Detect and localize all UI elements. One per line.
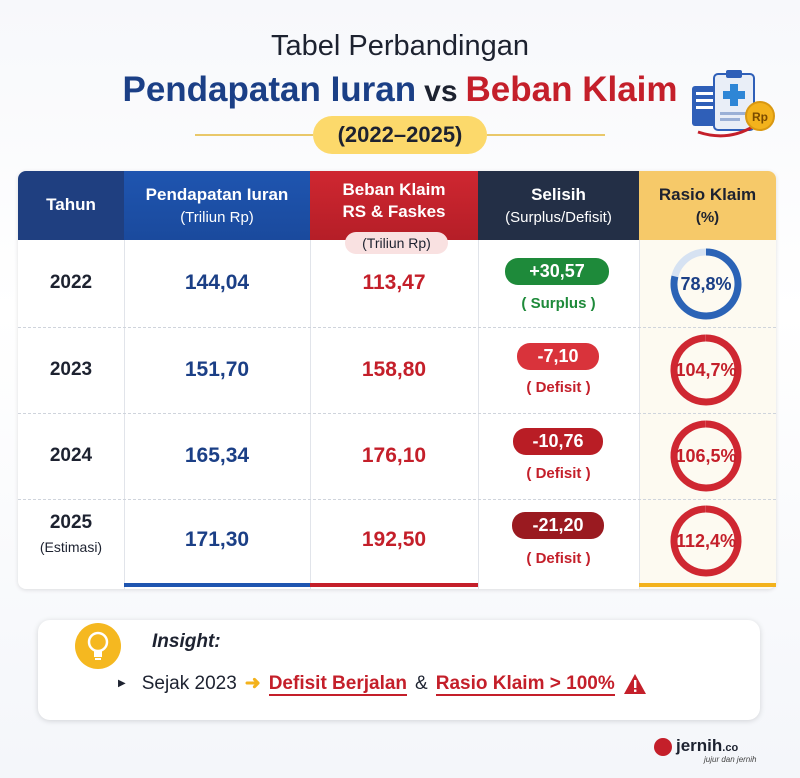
column-divider xyxy=(310,240,311,589)
header-selisih-sub: (Surplus/Defisit) xyxy=(505,209,612,226)
header-year-label: Tahun xyxy=(46,195,96,214)
row-divider xyxy=(18,413,776,415)
brand-tagline: jujur dan jernih xyxy=(704,755,757,764)
rasio-value: 78,8% xyxy=(680,274,732,294)
column-divider xyxy=(639,240,640,589)
rasio-arc xyxy=(670,505,742,577)
year-cell: 2023 xyxy=(49,359,93,380)
title-pendapatan: Pendapatan Iuran xyxy=(122,70,417,109)
logo-mark-icon xyxy=(654,737,672,756)
header-beban-line2: RS & Faskes xyxy=(342,202,446,221)
insight-point-2: Rasio Klaim > 100% xyxy=(435,673,615,696)
years-pill: (2022–2025) xyxy=(313,116,487,154)
insight-line: ▶ Sejak 2023 ➜ Defisit Berjalan & Rasio Klaim… xyxy=(118,672,647,696)
insight-prefix: Sejak 2023 xyxy=(141,673,237,694)
rasio-ring xyxy=(670,420,742,492)
header-pendapatan: Pendapatan Iuran (Triliun Rp) xyxy=(124,171,310,240)
brand-logo: jernih.co xyxy=(654,736,738,756)
insight-amp: & xyxy=(415,673,428,694)
selisih-badge: +30,57 xyxy=(505,258,609,285)
year-cell: 2022 xyxy=(49,272,93,293)
beban-cell: 176,10 xyxy=(361,444,427,467)
header-beban: Beban Klaim RS & Faskes xyxy=(310,171,478,240)
comparison-table: Tahun Pendapatan Iuran (Triliun Rp) Beba… xyxy=(18,171,776,589)
lightbulb-icon xyxy=(75,623,121,669)
row-divider xyxy=(18,499,776,501)
brand-name: jernih xyxy=(676,736,723,755)
pendapatan-underline xyxy=(124,583,310,587)
selisih-label: ( Defisit ) xyxy=(526,465,591,482)
column-divider xyxy=(478,240,479,589)
rasio-value: 112,4% xyxy=(675,531,737,551)
header-rasio-label: Rasio Klaim xyxy=(658,185,757,204)
rasio-underline xyxy=(639,583,776,587)
insight-box xyxy=(38,620,760,720)
pendapatan-cell: 144,04 xyxy=(184,271,250,294)
rasio-ring xyxy=(670,505,742,577)
year-cell: 2025 xyxy=(49,512,93,533)
insight-point-1: Defisit Berjalan xyxy=(268,673,408,696)
deco-line-left xyxy=(195,134,313,136)
insight-title: Insight: xyxy=(152,631,221,652)
beban-cell: 192,50 xyxy=(361,528,427,551)
rasio-ring xyxy=(670,248,742,320)
selisih-label: ( Defisit ) xyxy=(526,379,591,396)
year-note: (Estimasi) xyxy=(39,539,103,555)
svg-text:Rp: Rp xyxy=(752,110,768,124)
rasio-arc xyxy=(670,334,742,406)
title-line-2: Pendapatan Iuran vs Beban Klaim xyxy=(0,70,800,110)
header-beban-line1: Beban Klaim xyxy=(342,180,446,199)
selisih-badge: -21,20 xyxy=(512,512,604,539)
header-selisih-label: Selisih xyxy=(531,185,586,204)
arrow-right-icon: ➜ xyxy=(244,673,261,694)
rasio-value: 104,7% xyxy=(675,360,737,380)
bullet-icon: ▶ xyxy=(118,678,126,690)
header-selisih: Selisih (Surplus/Defisit) xyxy=(478,171,639,240)
rasio-ring xyxy=(670,334,742,406)
header-pendapatan-label: Pendapatan Iuran xyxy=(145,185,289,204)
warning-icon xyxy=(623,673,646,694)
selisih-label: ( Defisit ) xyxy=(526,550,591,567)
header-rasio-unit: (%) xyxy=(695,209,720,226)
beban-unit-pill: (Triliun Rp) xyxy=(345,232,448,254)
title-vs: vs xyxy=(424,75,458,108)
rasio-column-bg xyxy=(639,240,776,589)
header-year: Tahun xyxy=(18,171,124,240)
selisih-badge: -10,76 xyxy=(513,428,603,455)
beban-underline xyxy=(310,583,478,587)
pendapatan-cell: 165,34 xyxy=(184,444,250,467)
selisih-label: ( Surplus ) xyxy=(521,295,596,312)
rasio-arc xyxy=(670,248,742,320)
pendapatan-cell: 171,30 xyxy=(184,528,250,551)
rasio-value: 106,5% xyxy=(675,446,737,466)
selisih-badge: -7,10 xyxy=(517,343,599,370)
beban-cell: 113,47 xyxy=(362,271,426,294)
row-divider xyxy=(18,327,776,329)
year-cell: 2024 xyxy=(49,445,93,466)
clipboard-icon: Rp xyxy=(692,70,775,138)
pendapatan-cell: 151,70 xyxy=(184,358,250,381)
coin-icon: Rp xyxy=(745,101,775,131)
header-pendapatan-unit: (Triliun Rp) xyxy=(180,209,254,226)
brand-suffix: .co xyxy=(722,742,739,754)
beban-cell: 158,80 xyxy=(361,358,427,381)
column-divider xyxy=(124,240,125,589)
rasio-arc xyxy=(670,420,742,492)
deco-line-right xyxy=(487,134,605,136)
title-line-1: Tabel Perbandingan xyxy=(271,30,529,62)
header-rasio: Rasio Klaim (%) xyxy=(639,171,776,240)
title-beban: Beban Klaim xyxy=(465,70,678,109)
